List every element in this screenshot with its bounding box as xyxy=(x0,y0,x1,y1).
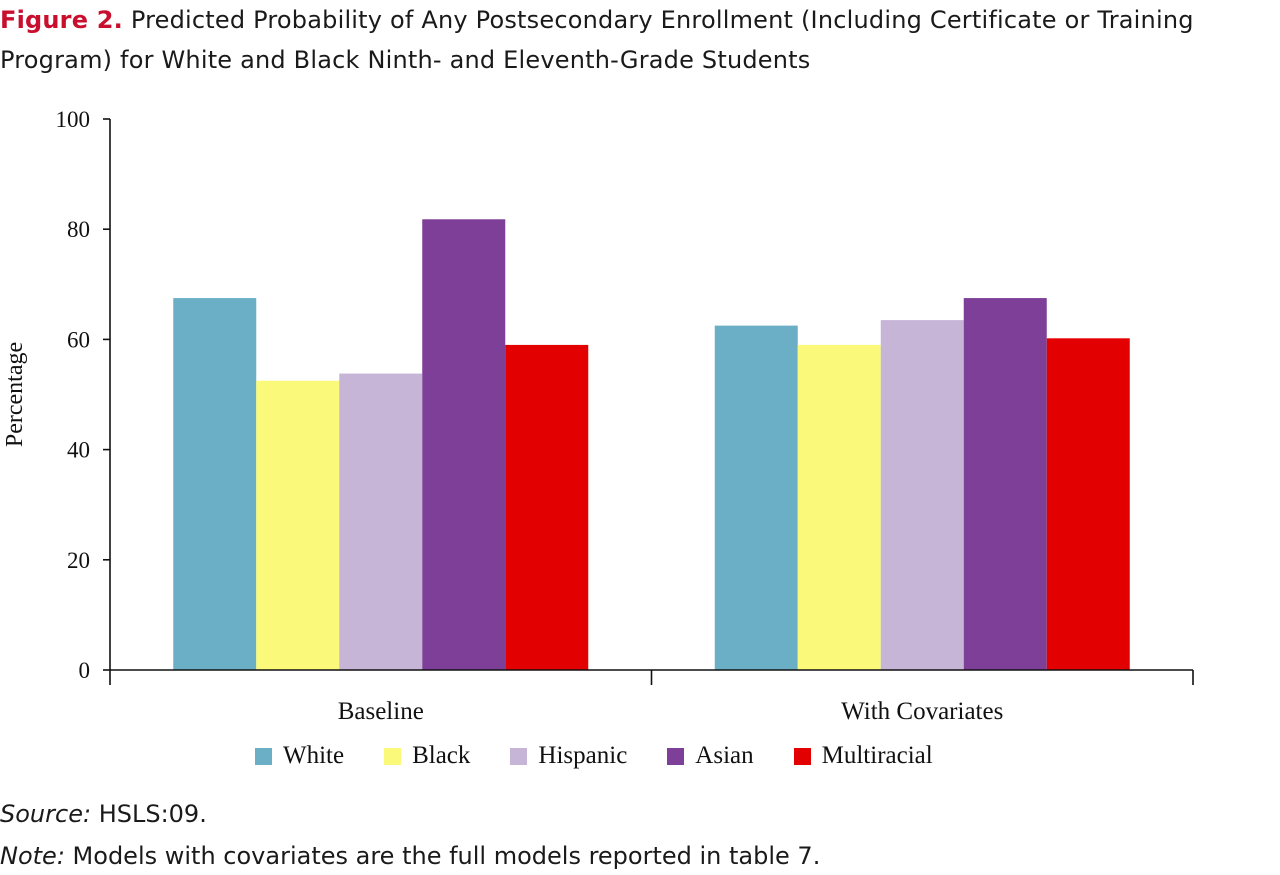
figure-label: Figure 2. xyxy=(0,6,123,34)
bar-black-baseline xyxy=(256,380,340,670)
bar-chart: 0 20 40 60 80 100 Percentage Baseline With Covar… xyxy=(2,107,1194,725)
legend-label: Black xyxy=(412,742,471,769)
y-tick-label: 20 xyxy=(67,548,90,573)
bar-hispanic-with-covariates xyxy=(880,320,964,670)
legend-label: Hispanic xyxy=(538,742,628,769)
source-lead: Source: xyxy=(0,800,92,828)
bar-white-baseline xyxy=(173,298,257,670)
legend-swatch xyxy=(384,747,402,765)
bar-asian-with-covariates xyxy=(963,298,1047,670)
legend-swatch xyxy=(255,747,272,765)
legend-label: Asian xyxy=(695,742,754,769)
y-tick-label: 40 xyxy=(67,438,90,463)
source-text: HSLS:09. xyxy=(98,800,207,828)
legend-swatch xyxy=(667,747,685,765)
chart-title: Figure 2. Predicted Probability of Any P… xyxy=(0,0,1280,80)
source-note: Source: HSLS:09. xyxy=(0,800,207,828)
bar-black-with-covariates xyxy=(797,344,881,670)
bar-asian-baseline xyxy=(422,219,506,671)
legend-item-white: White xyxy=(255,742,344,770)
y-tick-label: 100 xyxy=(56,107,91,132)
bar-white-with-covariates xyxy=(714,325,798,670)
bar-multiracial-with-covariates xyxy=(1046,338,1130,670)
legend-label: White xyxy=(283,742,345,769)
title-text-1: Predicted Probability of Any Postseconda… xyxy=(130,6,1194,34)
legend-item-black: Black xyxy=(384,742,470,770)
y-axis-label: Percentage xyxy=(2,342,28,447)
y-tick-label: 60 xyxy=(67,327,90,352)
x-category-label: With Covariates xyxy=(841,698,1003,725)
x-category-label: Baseline xyxy=(338,698,424,725)
legend-item-asian: Asian xyxy=(667,742,754,770)
legend-swatch xyxy=(793,747,811,765)
title-line-2: Program) for White and Black Ninth- and … xyxy=(0,46,811,74)
note-lead: Note: xyxy=(0,842,65,870)
y-tick-label: 80 xyxy=(67,217,90,242)
y-tick-label: 0 xyxy=(79,658,91,683)
note-text: Models with covariates are the full mode… xyxy=(72,842,821,870)
bar-hispanic-baseline xyxy=(339,373,423,670)
bar-multiracial-baseline xyxy=(505,344,589,670)
legend-swatch xyxy=(510,747,528,765)
legend-item-hispanic: Hispanic xyxy=(510,742,627,770)
footnote: Note: Models with covariates are the ful… xyxy=(0,842,820,870)
legend-item-multiracial: Multiracial xyxy=(793,742,933,770)
chart-legend: White Black Hispanic Asian Multiracial xyxy=(255,738,933,774)
title-line-1: Figure 2. Predicted Probability of Any P… xyxy=(0,0,1280,40)
legend-label: Multiracial xyxy=(821,742,933,769)
